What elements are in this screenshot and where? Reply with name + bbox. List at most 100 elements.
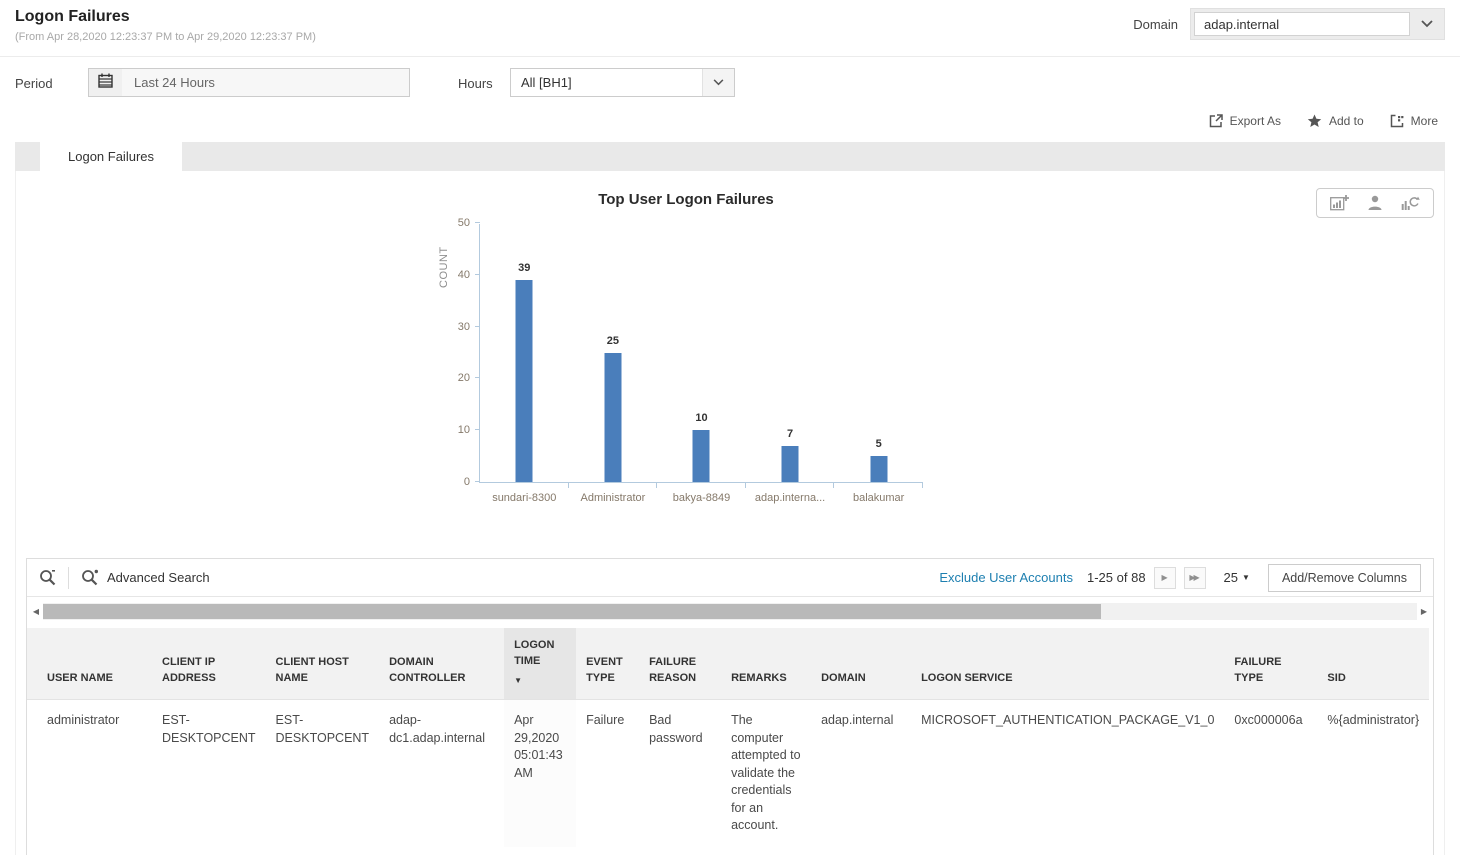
y-tick-mark: [475, 377, 480, 379]
page-size-value: 25: [1223, 570, 1239, 585]
more-label: More: [1410, 114, 1438, 128]
bar-value-label: 5: [875, 438, 882, 451]
refresh-chart-icon[interactable]: [1401, 195, 1420, 211]
report-period-subtitle: (From Apr 28,2020 12:23:37 PM to Apr 29,…: [15, 31, 316, 43]
logon-failures-table: USER NAME CLIENT IP ADDRESS CLIENT HOST NA…: [27, 628, 1430, 847]
column-header-label: LOGON SERVICE: [921, 671, 1013, 684]
scrollbar-track[interactable]: [43, 602, 1417, 620]
scroll-right-arrow[interactable]: ▶: [1420, 606, 1428, 616]
next-page-button[interactable]: ▶: [1153, 566, 1176, 589]
scrollbar-thumb[interactable]: [43, 603, 1101, 619]
column-header-logon-service[interactable]: LOGON SERVICE: [911, 628, 1225, 701]
divider: [68, 566, 69, 589]
chart-bar-slot: 10: [657, 224, 746, 488]
x-tick-mark: [656, 482, 658, 488]
column-header-label: SID: [1327, 671, 1346, 684]
table-cell: Apr 29,2020 05:01:43 AM: [504, 699, 577, 847]
hours-select[interactable]: All [BH1]: [510, 68, 735, 97]
page-title: Logon Failures: [15, 8, 130, 25]
column-header-label: CLIENT HOST NAME: [275, 655, 349, 684]
table-cell: 0xc000006a: [1234, 713, 1303, 728]
x-category-label: bakya-8849: [672, 492, 731, 504]
domain-select-value: adap.internal: [1194, 12, 1410, 36]
x-category-label: Administrator: [580, 492, 646, 504]
column-header-failure-reason[interactable]: FAILURE REASON: [639, 628, 722, 701]
bar-adap.interna...: [781, 445, 799, 482]
table-cell: administrator: [47, 713, 120, 728]
tab-logon-failures[interactable]: Logon Failures: [40, 142, 182, 171]
more-actions-icon: [1390, 114, 1404, 128]
column-header-label: DOMAIN CONTROLLER: [389, 655, 466, 684]
column-header-client-ip-address[interactable]: CLIENT IP ADDRESS: [152, 628, 266, 701]
page-size-dropdown[interactable]: 25 ▼: [1224, 570, 1250, 585]
chart-bar-slot: 25: [569, 224, 658, 488]
y-tick-mark: [475, 429, 480, 431]
data-grid-wrapper: USER NAME CLIENT IP ADDRESS CLIENT HOST NA…: [27, 628, 1433, 847]
exclude-user-accounts-link[interactable]: Exclude User Accounts: [939, 570, 1073, 585]
domain-select[interactable]: adap.internal: [1190, 8, 1445, 40]
advanced-search-label[interactable]: Advanced Search: [107, 570, 210, 585]
column-header-label: EVENT TYPE: [586, 655, 623, 684]
bar-balakumar: [870, 456, 888, 482]
user-icon[interactable]: [1367, 195, 1383, 211]
scroll-left-arrow[interactable]: ◀: [32, 606, 40, 616]
more-button[interactable]: More: [1390, 114, 1438, 128]
table-cell: %{administrator}: [1327, 713, 1420, 728]
column-header-event-type[interactable]: EVENT TYPE: [576, 628, 640, 701]
bar-value-label: 10: [695, 412, 708, 425]
chevron-down-icon: [702, 69, 734, 96]
hours-label: Hours: [458, 76, 493, 91]
sort-desc-icon: ▼: [514, 675, 522, 685]
column-header-label: LOGON TIME: [514, 639, 555, 667]
bar-bakya-8849: [692, 430, 710, 482]
advanced-search-icon[interactable]: [81, 569, 99, 586]
calendar-button[interactable]: [88, 68, 123, 97]
export-as-button[interactable]: Export As: [1209, 114, 1281, 128]
y-axis-label: COUNT: [438, 246, 450, 288]
add-to-label: Add to: [1328, 114, 1364, 128]
x-category-label: sundari-8300: [492, 492, 557, 504]
x-tick-mark: [567, 482, 569, 488]
column-header-domain-controller[interactable]: DOMAIN CONTROLLER: [379, 628, 505, 701]
search-icon[interactable]: [39, 569, 56, 586]
y-tick-label: 30: [457, 320, 470, 333]
filter-row: Period Last 24 Hours Hours All [BH1]: [0, 57, 1460, 105]
column-header-failure-type[interactable]: FAILURE TYPE: [1224, 628, 1318, 701]
column-header-logon-time[interactable]: LOGON TIME ▼: [504, 628, 577, 701]
table-cell: adap.internal: [821, 713, 894, 728]
add-chart-icon[interactable]: [1330, 195, 1349, 211]
x-category-label: adap.interna...: [754, 492, 826, 504]
column-header-label: CLIENT IP ADDRESS: [162, 655, 216, 684]
column-header-label: USER NAME: [47, 671, 114, 684]
chart-bar-slot: 7: [746, 224, 835, 488]
x-tick-mark: [921, 482, 923, 488]
column-header-sid[interactable]: SID: [1317, 628, 1430, 701]
page-header: Logon Failures (From Apr 28,2020 12:23:3…: [0, 0, 1460, 57]
column-header-domain[interactable]: DOMAIN: [811, 628, 912, 701]
column-header-label: DOMAIN: [821, 671, 866, 684]
table-row[interactable]: administrator EST-DESKTOPCENT EST-DESKTOPC…: [27, 699, 1429, 847]
export-as-label: Export As: [1229, 114, 1281, 128]
last-page-button[interactable]: ▶▶: [1183, 566, 1206, 589]
chart-bar-slot: 5: [834, 224, 923, 488]
chart-bar-slot: 39: [480, 224, 569, 488]
report-content-panel: Top User Logon Failures COUNT 39 25 10 7 5 s…: [15, 171, 1445, 855]
tab-bar: Logon Failures: [15, 142, 1445, 171]
period-input[interactable]: Last 24 Hours: [122, 68, 410, 97]
column-header-remarks[interactable]: REMARKS: [721, 628, 812, 701]
column-header-user-name[interactable]: USER NAME: [27, 628, 152, 701]
add-to-button[interactable]: Add to: [1307, 114, 1364, 128]
y-tick-mark: [475, 325, 480, 327]
chevron-down-icon: [1410, 9, 1444, 39]
x-axis-labels: sundari-8300 Administrator bakya-8849 adap.…: [480, 492, 923, 504]
y-tick-label: 40: [457, 268, 470, 281]
table-cell: Failure: [586, 713, 625, 728]
y-tick-label: 10: [457, 424, 470, 437]
column-header-label: FAILURE REASON: [649, 655, 697, 684]
bar-value-label: 25: [606, 334, 620, 347]
add-remove-columns-button[interactable]: Add/Remove Columns: [1267, 563, 1421, 592]
bar-sundari-8300: [515, 279, 533, 482]
chart-toolbar: [1316, 188, 1434, 218]
bar-Administrator: [604, 352, 622, 482]
column-header-client-host-name[interactable]: CLIENT HOST NAME: [265, 628, 380, 701]
